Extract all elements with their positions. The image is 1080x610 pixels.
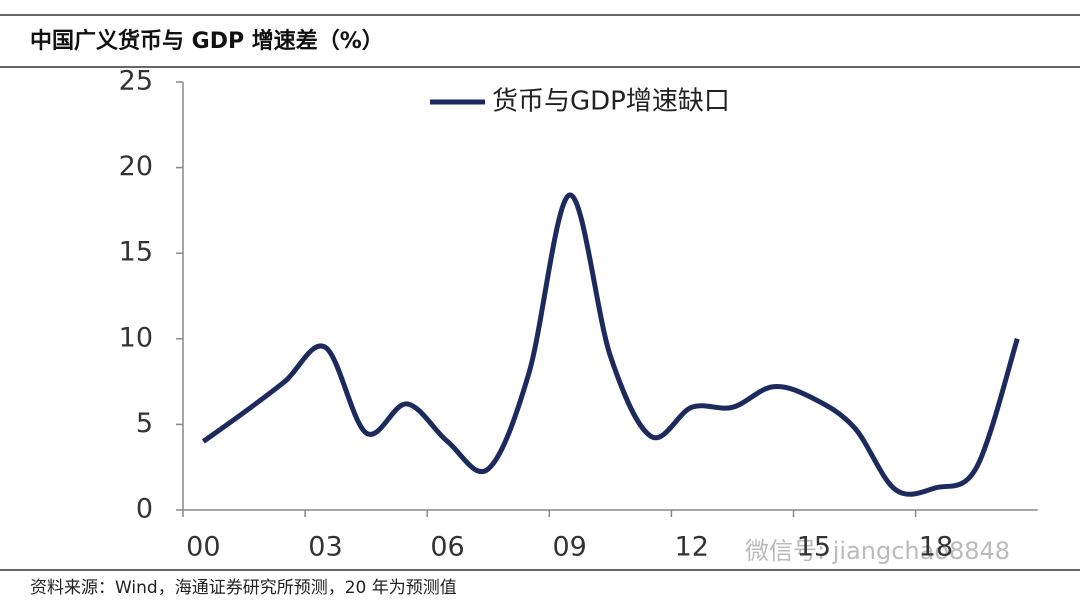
- x-tick-label: 00: [186, 532, 220, 563]
- x-tick-label: 06: [430, 532, 464, 563]
- x-tick-label: 09: [552, 532, 586, 563]
- y-tick-label: 5: [136, 408, 153, 439]
- data-line: [201, 192, 1020, 497]
- y-tick-label: 10: [119, 322, 153, 353]
- x-tick-label: 15: [797, 532, 831, 563]
- x-tick-label: 12: [675, 532, 709, 563]
- y-tick-label: 0: [136, 494, 153, 525]
- x-tick-label: 18: [919, 532, 953, 563]
- y-tick-label: 15: [119, 237, 153, 268]
- x-tick-label: 03: [308, 532, 342, 563]
- chart-title: 中国广义货币与 GDP 增速差（%）: [30, 28, 384, 54]
- source-note: 资料来源：Wind，海通证券研究所预测，20 年为预测值: [30, 578, 457, 598]
- y-tick-label: 25: [119, 66, 153, 97]
- y-tick-label: 20: [119, 151, 153, 182]
- watermark: 微信号: jiangchao8848: [745, 537, 1010, 565]
- legend-label: 货币与GDP增速缺口: [492, 87, 730, 117]
